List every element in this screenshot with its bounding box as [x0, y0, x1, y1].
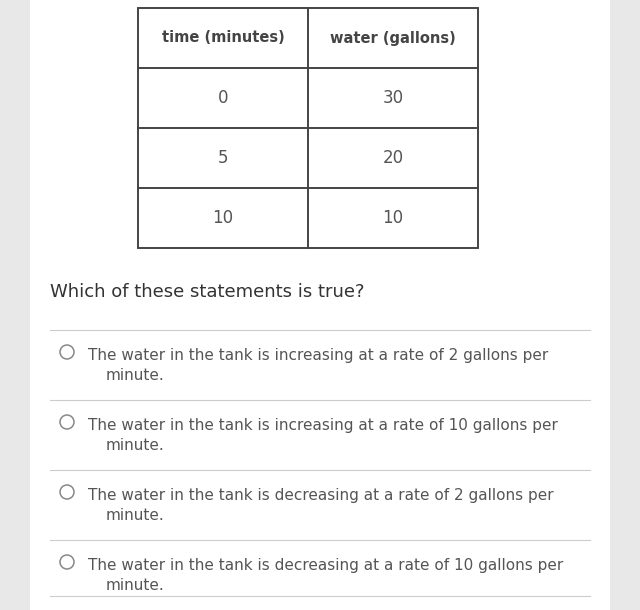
FancyBboxPatch shape	[30, 0, 610, 610]
Text: water (gallons): water (gallons)	[330, 30, 456, 46]
Text: minute.: minute.	[106, 578, 164, 593]
Text: The water in the tank is decreasing at a rate of 10 gallons per: The water in the tank is decreasing at a…	[88, 558, 563, 573]
Text: 10: 10	[383, 209, 404, 227]
Text: 5: 5	[218, 149, 228, 167]
Text: The water in the tank is increasing at a rate of 2 gallons per: The water in the tank is increasing at a…	[88, 348, 548, 363]
Text: The water in the tank is decreasing at a rate of 2 gallons per: The water in the tank is decreasing at a…	[88, 488, 554, 503]
Text: minute.: minute.	[106, 508, 164, 523]
Text: The water in the tank is increasing at a rate of 10 gallons per: The water in the tank is increasing at a…	[88, 418, 558, 433]
Bar	[138, 8, 478, 248]
Text: 30: 30	[383, 89, 404, 107]
Text: minute.: minute.	[106, 368, 164, 383]
Text: Which of these statements is true?: Which of these statements is true?	[50, 283, 365, 301]
Text: 0: 0	[218, 89, 228, 107]
Text: 20: 20	[383, 149, 404, 167]
Text: time (minutes): time (minutes)	[162, 30, 284, 46]
Text: 10: 10	[212, 209, 234, 227]
Text: minute.: minute.	[106, 438, 164, 453]
